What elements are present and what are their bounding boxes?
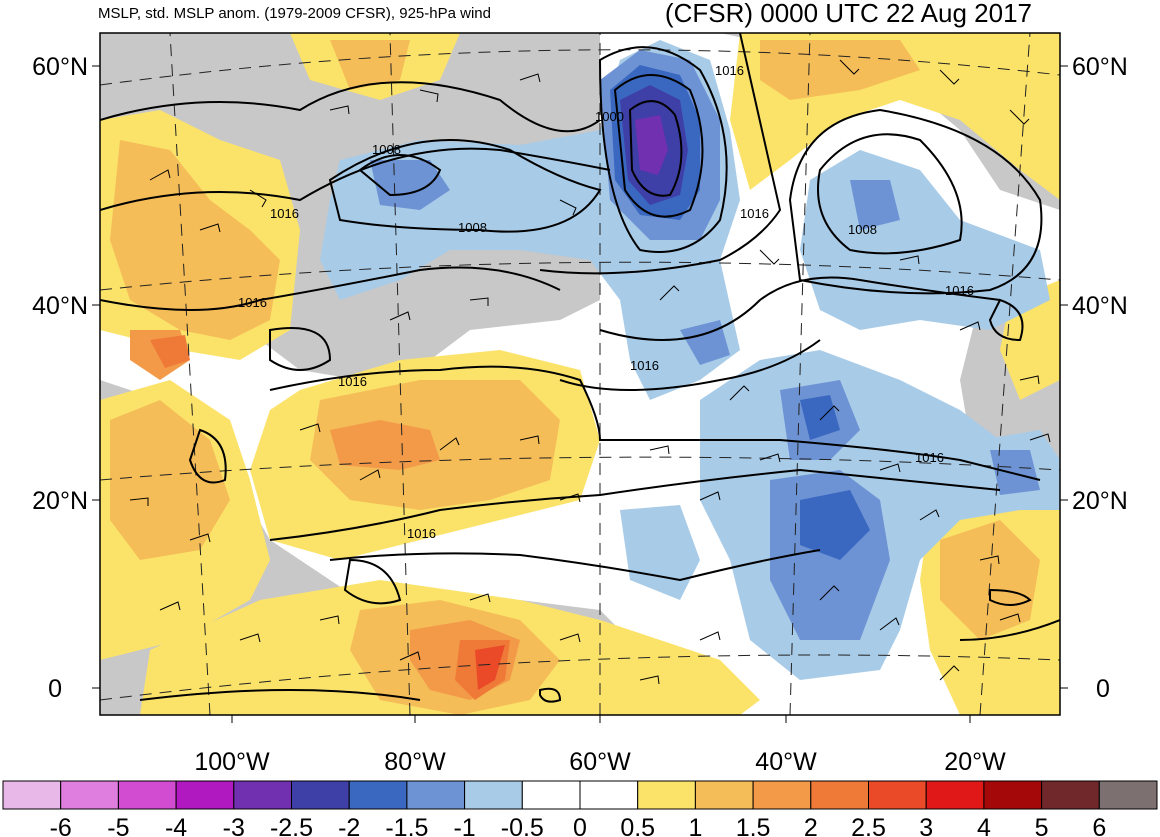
colorbar-label: 0	[573, 814, 587, 837]
colorbar-swatch	[694, 780, 754, 810]
map-title-right: (CFSR) 0000 UTC 22 Aug 2017	[664, 0, 1032, 28]
negative-anomaly-shading	[320, 40, 1060, 680]
map-frame	[99, 32, 1061, 716]
colorbar-swatch	[579, 780, 639, 810]
isobar-label: 1016	[238, 295, 267, 310]
lat-label: 0	[1096, 675, 1110, 703]
colorbar-label: -3	[223, 814, 245, 837]
isobar-label: 1000	[595, 109, 624, 124]
isobar-label: 1016	[407, 526, 436, 541]
colorbar-swatch	[2, 780, 62, 810]
isobar-label: 1016	[740, 206, 769, 221]
colorbar-swatch	[291, 780, 350, 810]
colorbar-label: -5	[107, 814, 129, 837]
colorbar-swatch	[521, 780, 581, 810]
isobar-label: 1008	[848, 222, 877, 237]
lon-label: 40°W	[755, 748, 817, 776]
lat-label: 20°N	[1072, 487, 1128, 515]
lon-label: 60°W	[569, 748, 631, 776]
colorbar-swatch	[60, 780, 119, 810]
colorbar-swatch	[925, 780, 985, 810]
map-area	[100, 33, 1060, 715]
colorbar-label: -1	[453, 814, 475, 837]
lon-label: 20°W	[944, 748, 1006, 776]
colorbar-swatch	[117, 780, 177, 810]
colorbar-label: 2.5	[851, 814, 886, 837]
colorbar	[2, 780, 1158, 810]
colorbar-label: 6	[1092, 814, 1106, 837]
colorbar-label: -6	[50, 814, 72, 837]
colorbar-label: 0.5	[620, 814, 655, 837]
isobar-label: 1016	[630, 358, 659, 373]
isobar-label: 1016	[270, 206, 299, 221]
colorbar-swatch	[1098, 780, 1158, 810]
colorbar-swatch	[348, 780, 408, 810]
lat-label: 0	[48, 675, 62, 703]
colorbar-label: 1	[688, 814, 702, 837]
isobar-label: 1008	[372, 142, 401, 157]
colorbar-label: 4	[977, 814, 991, 837]
colorbar-swatch	[983, 780, 1043, 810]
lat-label: 40°N	[1072, 292, 1128, 320]
isobar-label: 1016	[715, 63, 744, 78]
lon-label: 80°W	[384, 748, 446, 776]
colorbar-swatch	[175, 780, 235, 810]
isobars	[100, 33, 1060, 703]
axis-ticks	[92, 65, 1068, 723]
colorbar-label: -2.5	[270, 814, 313, 837]
colorbar-label: 5	[1035, 814, 1049, 837]
colorbar-label: -0.5	[501, 814, 544, 837]
lat-label: 60°N	[1072, 53, 1128, 81]
colorbar-label: 2	[804, 814, 818, 837]
wind-barbs	[129, 59, 1051, 685]
lat-label: 20°N	[32, 487, 88, 515]
lat-label: 60°N	[32, 53, 88, 81]
colorbar-swatch	[464, 780, 523, 810]
latitude-labels-right: 60°N 40°N 20°N 0	[1072, 53, 1128, 703]
lon-label: 100°W	[194, 748, 270, 776]
longitude-labels: 100°W 80°W 60°W 40°W 20°W	[194, 748, 1006, 776]
colorbar-swatch	[810, 780, 869, 810]
isobar-label: 1016	[945, 283, 974, 298]
colorbar-label: 1.5	[736, 814, 771, 837]
colorbar-label: -2	[338, 814, 360, 837]
colorbar-label: -4	[165, 814, 187, 837]
colorbar-label: -1.5	[385, 814, 428, 837]
colorbar-label: 3	[919, 814, 933, 837]
lat-label: 40°N	[32, 292, 88, 320]
isobar-labels: 1000 1008 1008 1008 1016 1016 1016 1016 …	[238, 63, 974, 541]
colorbar-swatch	[233, 780, 293, 810]
colorbar-swatch	[868, 780, 927, 810]
graticule	[100, 33, 1060, 715]
latitude-labels-left: 60°N 40°N 20°N 0	[32, 53, 88, 703]
isobar-label: 1016	[338, 374, 367, 389]
map-title-left: MSLP, std. MSLP anom. (1979-2009 CFSR), …	[98, 5, 491, 22]
colorbar-swatch	[637, 780, 696, 810]
isobar-label: 1016	[915, 450, 944, 465]
colorbar-swatch	[752, 780, 812, 810]
colorbar-labels: -6 -5 -4 -3 -2.5 -2 -1.5 -1 -0.5 0 0.5 1 1.5 2 2.5 3 4 5 6	[50, 814, 1107, 837]
colorbar-swatch	[406, 780, 466, 810]
colorbar-swatch	[1041, 780, 1100, 810]
isobar-label: 1008	[458, 220, 487, 235]
